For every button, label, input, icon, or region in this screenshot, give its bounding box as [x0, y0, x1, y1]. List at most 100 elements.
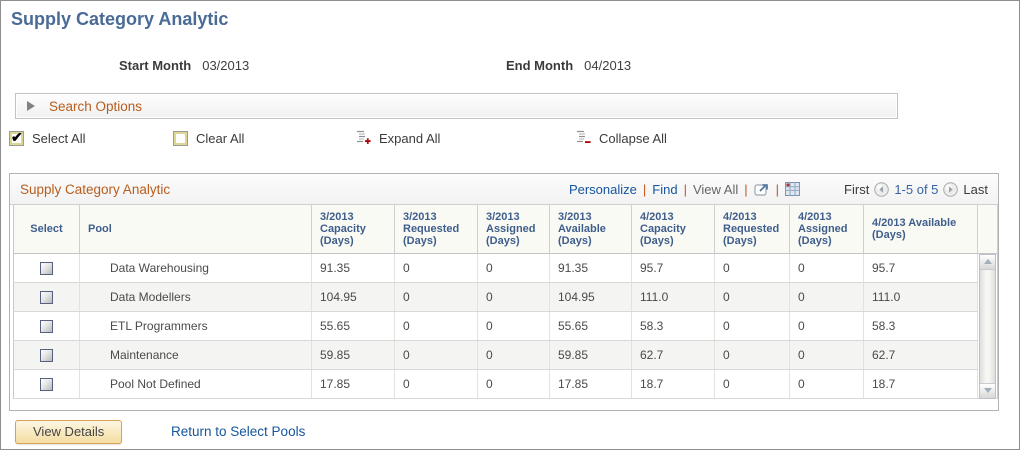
table-row: Data Modellers 104.95 0 0 104.95 111.0 0…: [13, 282, 998, 312]
expand-all-action[interactable]: Expand All: [356, 130, 440, 147]
scrollbar-track[interactable]: [980, 270, 995, 383]
table-header-row: Select Pool 3/2013 Capacity (Days) 3/201…: [13, 205, 998, 254]
value-cell: 0: [714, 340, 790, 370]
expand-all-icon: [356, 130, 371, 147]
table-row: Data Warehousing 91.35 0 0 91.35 95.7 0 …: [13, 253, 998, 399]
select-cell: [13, 311, 80, 341]
row-checkbox[interactable]: [40, 261, 53, 275]
end-month-value: 04/2013: [584, 58, 632, 73]
row-checkbox[interactable]: [40, 290, 53, 304]
scrollbar-cell: [977, 253, 998, 399]
value-cell: 58.3: [863, 311, 978, 341]
column-header: 4/2013 Available (Days): [863, 205, 978, 254]
checked-checkbox-icon: [9, 129, 24, 146]
scroll-up-icon: [983, 259, 992, 264]
pager-prev-icon[interactable]: [874, 181, 890, 197]
table-row: Maintenance 59.85 0 0 59.85 62.7 0 0 62.…: [13, 340, 998, 370]
column-header-pool: Pool: [79, 205, 312, 254]
collapse-all-action[interactable]: Collapse All: [576, 130, 667, 147]
pager-first[interactable]: First: [844, 181, 870, 197]
supply-category-grid: Supply Category Analytic Personalize | F…: [9, 173, 999, 411]
value-cell: 0: [477, 253, 550, 283]
pager-next-icon[interactable]: [943, 181, 959, 197]
search-options-section[interactable]: Search Options: [15, 93, 898, 119]
value-cell: 104.95: [311, 282, 395, 312]
column-header: 4/2013 Requested (Days): [714, 205, 790, 254]
value-cell: 62.7: [863, 340, 978, 370]
row-checkbox[interactable]: [40, 348, 53, 362]
separator: |: [642, 181, 647, 197]
value-cell: 0: [477, 311, 550, 341]
value-cell: 18.7: [631, 369, 715, 399]
value-cell: 17.85: [311, 369, 395, 399]
end-month-field: End Month 04/2013: [506, 58, 631, 73]
value-cell: 0: [789, 253, 864, 283]
separator: |: [683, 181, 687, 197]
view-all-link[interactable]: View All: [692, 181, 739, 197]
start-month-field: Start Month 03/2013: [119, 58, 249, 73]
download-grid-icon[interactable]: [785, 182, 801, 196]
pool-cell: Data Modellers: [79, 282, 312, 312]
page-title: Supply Category Analytic: [11, 9, 229, 29]
column-header: 3/2013 Assigned (Days): [477, 205, 550, 254]
value-cell: 55.65: [549, 311, 632, 341]
value-cell: 0: [394, 253, 478, 283]
value-cell: 91.35: [549, 253, 632, 283]
view-details-button[interactable]: View Details: [15, 420, 123, 444]
pool-cell: Data Warehousing: [79, 253, 312, 283]
return-to-select-pools-link[interactable]: Return to Select Pools: [171, 424, 306, 439]
select-cell: [13, 282, 80, 312]
pool-cell: Pool Not Defined: [79, 369, 312, 399]
value-cell: 0: [714, 311, 790, 341]
search-options-label: Search Options: [49, 98, 143, 114]
separator: |: [744, 181, 748, 197]
table-row: ETL Programmers 55.65 0 0 55.65 58.3 0 0…: [13, 311, 998, 341]
value-cell: 55.65: [311, 311, 395, 341]
grid-titlebar: Supply Category Analytic Personalize | F…: [10, 174, 998, 205]
find-link[interactable]: Find: [652, 181, 678, 197]
value-cell: 0: [714, 369, 790, 399]
value-cell: 0: [477, 369, 550, 399]
value-cell: 104.95: [549, 282, 632, 312]
value-cell: 95.7: [863, 253, 978, 283]
value-cell: 0: [394, 340, 478, 370]
value-cell: 91.35: [311, 253, 395, 283]
clear-all-action[interactable]: Clear All: [173, 130, 244, 147]
value-cell: 59.85: [311, 340, 395, 370]
separator: |: [775, 181, 780, 197]
column-header: 3/2013 Available (Days): [549, 205, 632, 254]
value-cell: 0: [477, 282, 550, 312]
expand-all-label: Expand All: [379, 131, 441, 146]
scroll-up-button[interactable]: [980, 254, 995, 270]
grid-pager: First 1-5 of 5: [844, 182, 988, 197]
pager-range: 1-5 of 5: [894, 181, 939, 197]
value-cell: 0: [394, 311, 478, 341]
value-cell: 95.7: [631, 253, 715, 283]
end-month-label: End Month: [506, 58, 574, 73]
analytic-table: Select Pool 3/2013 Capacity (Days) 3/201…: [13, 205, 998, 399]
clear-all-label: Clear All: [196, 131, 245, 146]
grid-title: Supply Category Analytic: [20, 181, 171, 197]
vertical-scrollbar[interactable]: [979, 253, 996, 399]
value-cell: 62.7: [631, 340, 715, 370]
popup-window-icon[interactable]: [754, 182, 770, 196]
value-cell: 0: [789, 282, 864, 312]
pool-cell: ETL Programmers: [79, 311, 312, 341]
column-header: 4/2013 Assigned (Days): [789, 205, 864, 254]
value-cell: 0: [394, 369, 478, 399]
grid-tools: Personalize | Find | View All | |: [569, 182, 988, 197]
row-checkbox[interactable]: [40, 319, 53, 333]
column-header-scroll: [977, 205, 998, 254]
pager-last[interactable]: Last: [963, 181, 988, 197]
select-all-action[interactable]: Select All: [9, 129, 85, 147]
personalize-link[interactable]: Personalize: [568, 181, 637, 197]
collapse-all-label: Collapse All: [599, 131, 667, 146]
select-cell: [13, 369, 80, 399]
value-cell: 0: [394, 282, 478, 312]
scroll-down-button[interactable]: [980, 382, 995, 398]
value-cell: 0: [789, 369, 864, 399]
start-month-label: Start Month: [119, 58, 192, 73]
value-cell: 111.0: [863, 282, 978, 312]
row-checkbox[interactable]: [40, 377, 53, 391]
value-cell: 58.3: [631, 311, 715, 341]
